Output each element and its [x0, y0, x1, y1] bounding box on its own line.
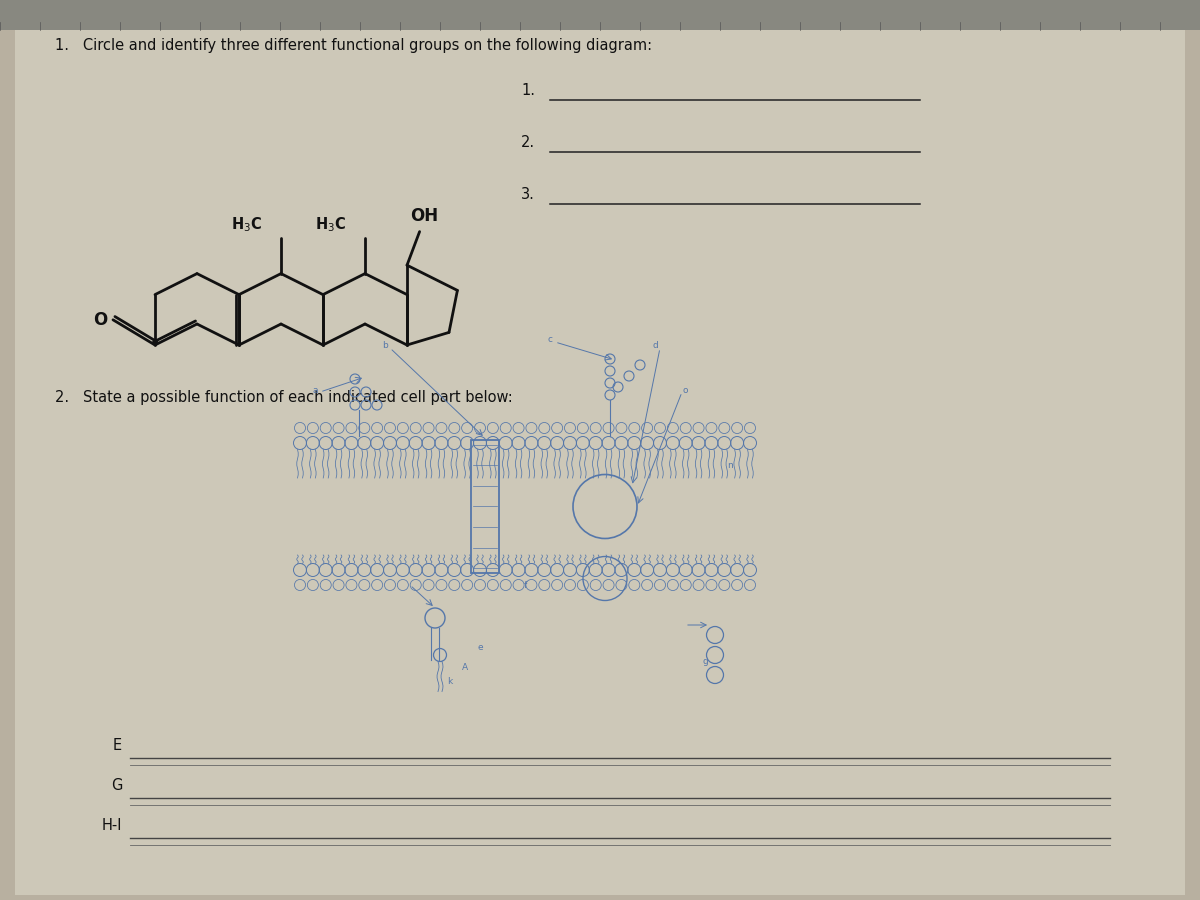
Text: e: e — [478, 644, 482, 652]
Text: O: O — [94, 310, 108, 328]
Text: f: f — [523, 580, 527, 590]
Bar — [470, 440, 499, 573]
Text: a: a — [312, 385, 318, 394]
Text: E: E — [113, 738, 122, 753]
Bar — [0, 0, 1200, 30]
Text: 1.: 1. — [521, 83, 535, 98]
Text: d: d — [652, 340, 658, 349]
Text: 3.: 3. — [521, 187, 535, 202]
Text: o: o — [683, 385, 688, 394]
Text: H$_3$C: H$_3$C — [230, 215, 262, 234]
Text: H$_3$C: H$_3$C — [314, 215, 346, 234]
Text: 2.   State a possible function of each indicated cell part below:: 2. State a possible function of each ind… — [55, 390, 512, 405]
Text: c: c — [547, 336, 552, 345]
Text: H-I: H-I — [102, 818, 122, 833]
Text: k: k — [448, 678, 452, 687]
Text: 1.   Circle and identify three different functional groups on the following diag: 1. Circle and identify three different f… — [55, 38, 652, 53]
Text: n: n — [727, 461, 733, 470]
Text: g: g — [702, 658, 708, 667]
Text: OH: OH — [409, 207, 438, 225]
Text: 2.: 2. — [521, 135, 535, 150]
Text: b: b — [382, 340, 388, 349]
Text: A: A — [462, 663, 468, 672]
Text: G: G — [110, 778, 122, 793]
